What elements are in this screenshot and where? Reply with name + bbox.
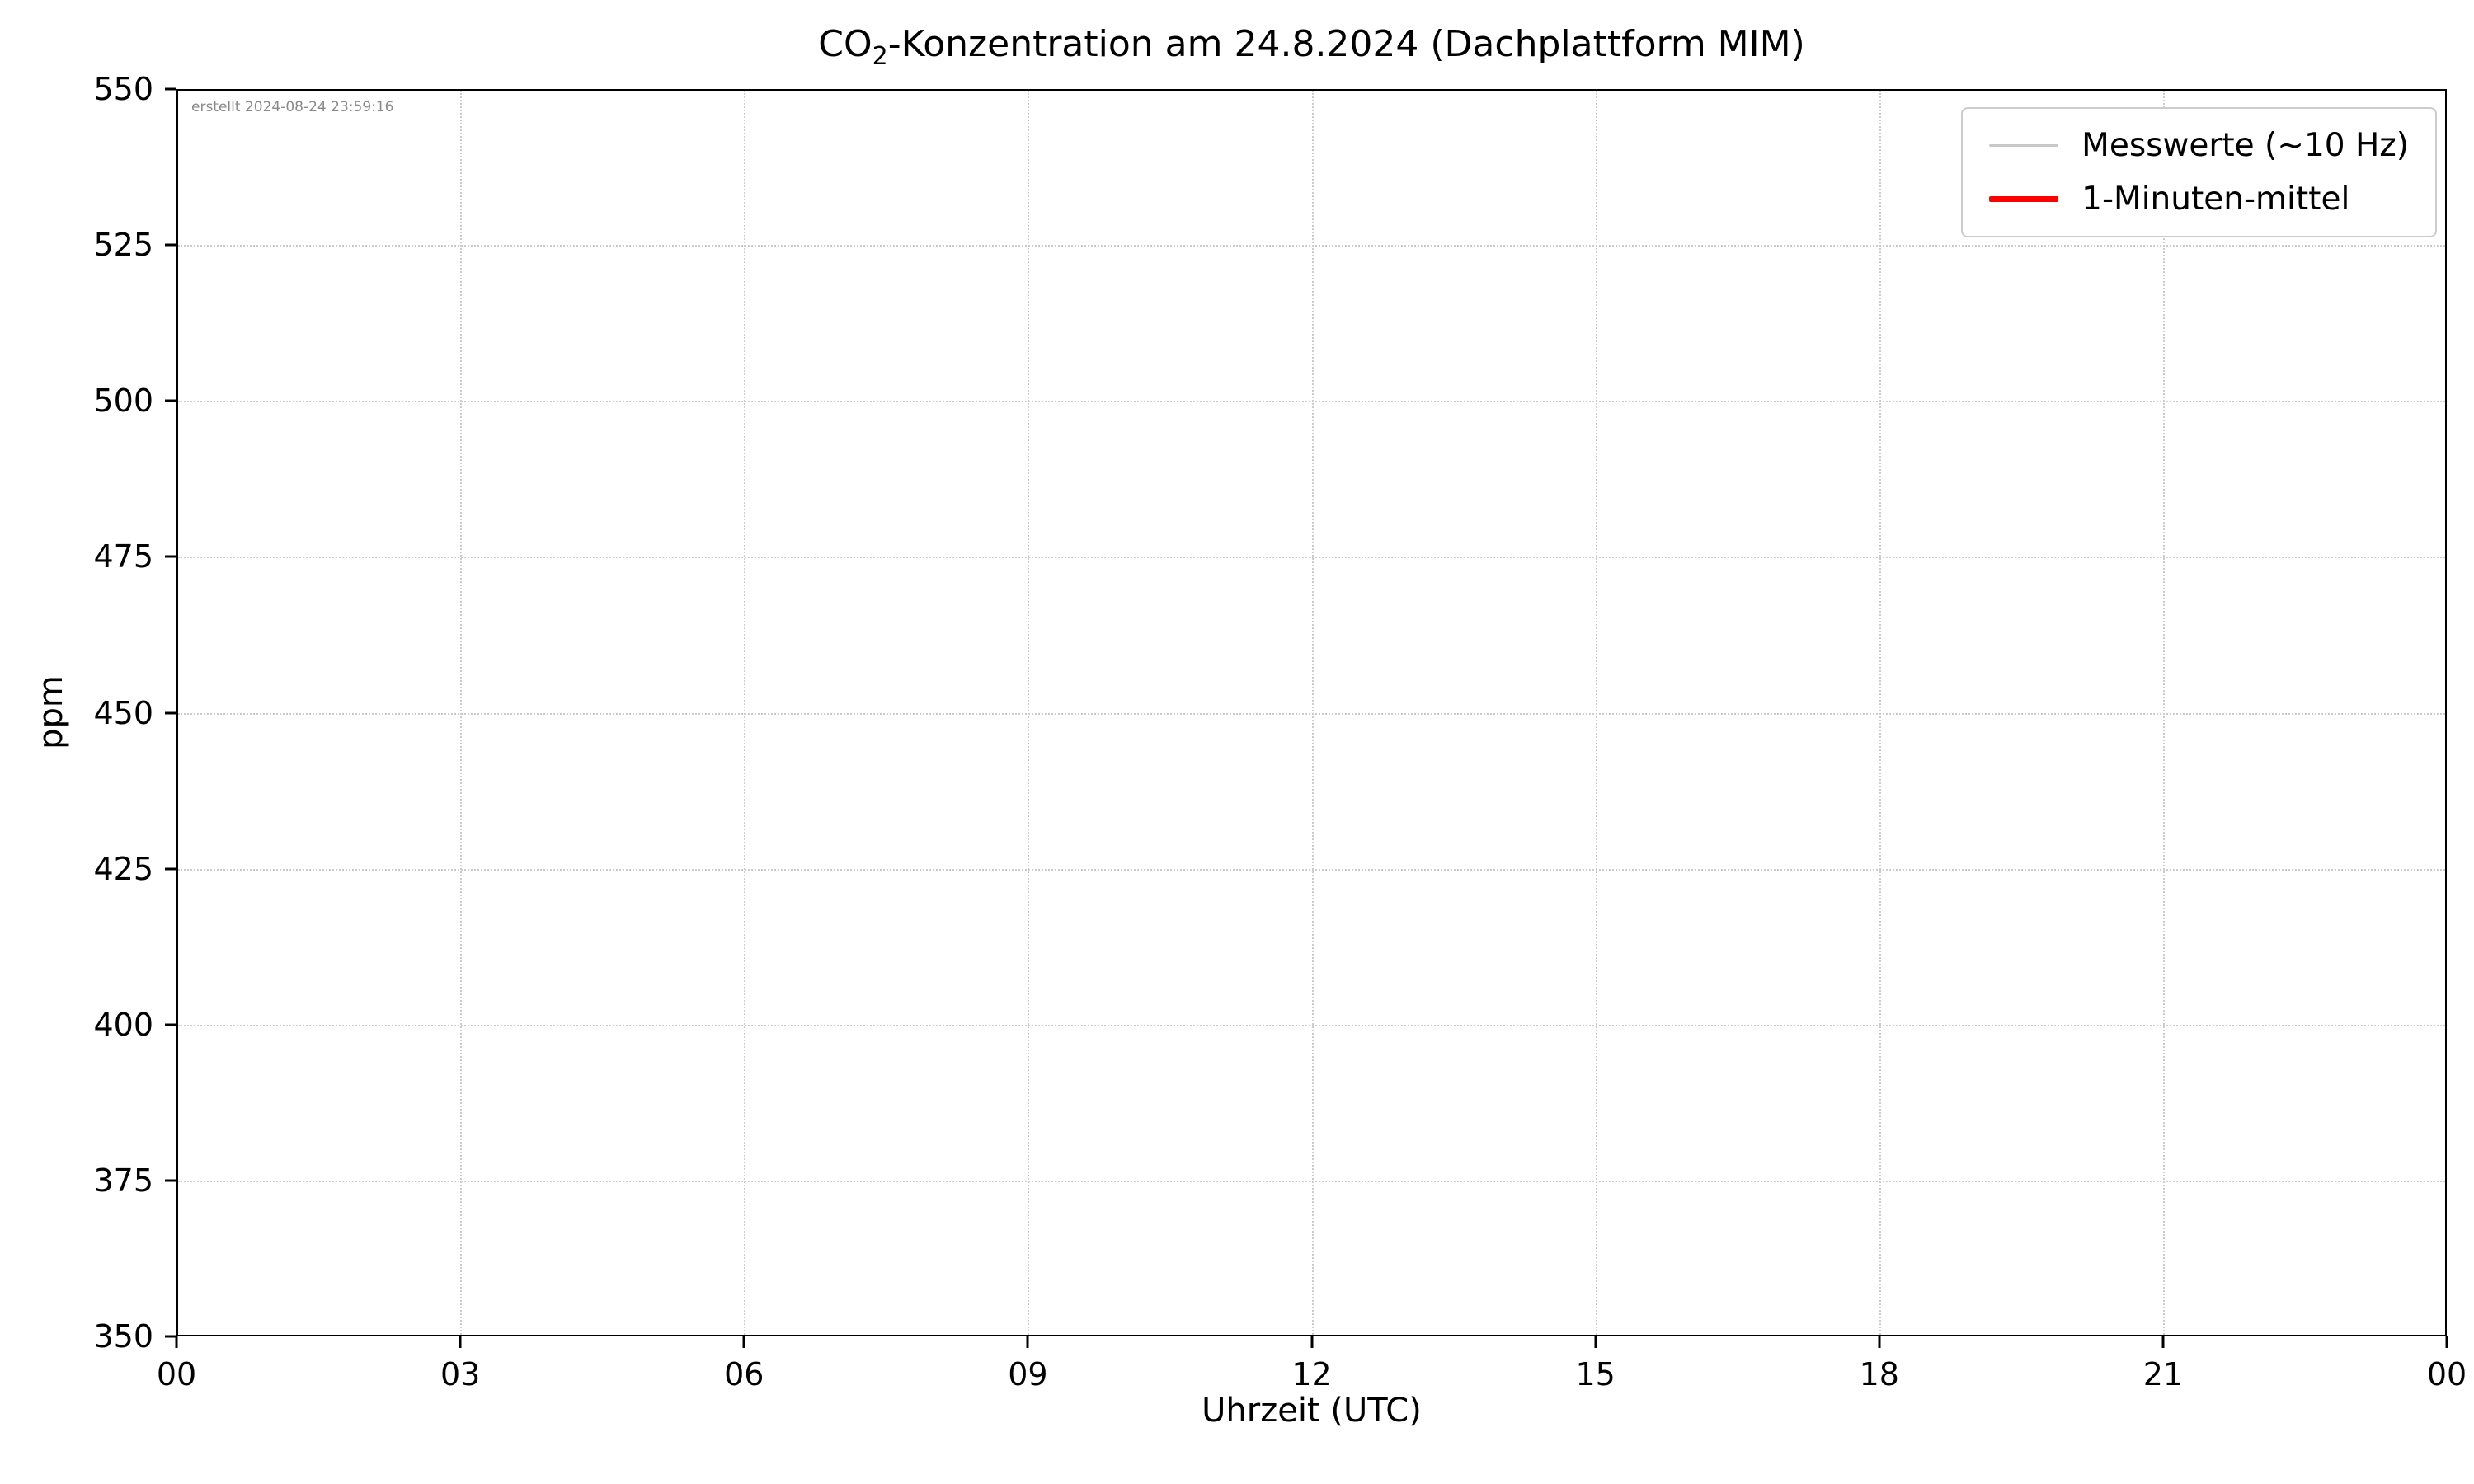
x-tick-mark bbox=[1594, 1336, 1597, 1348]
chart-title-subscript: 2 bbox=[872, 41, 888, 71]
legend-label: 1-Minuten-mittel bbox=[2081, 181, 2350, 218]
gridline-v bbox=[744, 91, 746, 1335]
gridline-v bbox=[1879, 91, 1881, 1335]
x-tick-label: 00 bbox=[2426, 1356, 2467, 1392]
created-timestamp: erstellt 2024-08-24 23:59:16 bbox=[191, 99, 394, 115]
legend-line-sample bbox=[1989, 144, 2059, 147]
y-tick-label: 550 bbox=[93, 71, 153, 107]
gridline-v bbox=[1311, 91, 1314, 1335]
x-tick-label: 09 bbox=[1008, 1356, 1048, 1392]
y-tick-label: 350 bbox=[93, 1318, 153, 1355]
y-tick-mark bbox=[165, 867, 176, 871]
legend-label: Messwerte (~10 Hz) bbox=[2081, 127, 2409, 164]
y-tick-mark bbox=[165, 555, 176, 558]
x-tick-label: 21 bbox=[2142, 1356, 2184, 1392]
gridline-v bbox=[460, 91, 463, 1335]
x-tick-mark bbox=[742, 1336, 745, 1348]
y-tick-mark bbox=[165, 1179, 176, 1182]
y-tick-mark bbox=[165, 399, 176, 402]
y-tick-mark bbox=[165, 243, 176, 247]
x-tick-mark bbox=[1026, 1336, 1029, 1348]
gridline-v bbox=[2162, 91, 2165, 1335]
gridline-v bbox=[1028, 91, 1030, 1335]
x-tick-mark bbox=[2161, 1336, 2165, 1348]
y-tick-mark bbox=[165, 1023, 176, 1026]
chart-title-co: CO bbox=[818, 23, 872, 65]
x-tick-mark bbox=[175, 1336, 178, 1348]
y-tick-mark bbox=[165, 711, 176, 714]
legend-line-sample bbox=[1989, 196, 2059, 202]
x-tick-label: 18 bbox=[1859, 1356, 1899, 1392]
legend-item: Messwerte (~10 Hz) bbox=[1989, 127, 2409, 164]
y-tick-label: 525 bbox=[93, 227, 153, 264]
y-tick-label: 425 bbox=[93, 850, 153, 887]
legend-item: 1-Minuten-mittel bbox=[1989, 181, 2409, 218]
y-tick-label: 500 bbox=[93, 383, 153, 420]
x-tick-label: 15 bbox=[1575, 1356, 1616, 1392]
chart-title-rest: -Konzentration am 24.8.2024 (Dachplattfo… bbox=[887, 23, 1805, 65]
plot-area: erstellt 2024-08-24 23:59:16 bbox=[176, 89, 2447, 1336]
y-tick-label: 475 bbox=[93, 538, 153, 575]
y-tick-label: 450 bbox=[93, 694, 153, 731]
y-axis-label: ppm bbox=[32, 675, 70, 749]
y-tick-label: 400 bbox=[93, 1006, 153, 1043]
x-tick-mark bbox=[2445, 1336, 2448, 1348]
gridline-v bbox=[1595, 91, 1597, 1335]
y-tick-mark bbox=[165, 1335, 176, 1338]
x-tick-mark bbox=[459, 1336, 462, 1348]
y-tick-mark bbox=[165, 87, 176, 91]
y-tick-label: 375 bbox=[93, 1162, 153, 1199]
x-tick-label: 06 bbox=[724, 1356, 764, 1392]
x-tick-label: 00 bbox=[156, 1356, 197, 1392]
legend: Messwerte (~10 Hz) 1-Minuten-mittel bbox=[1961, 107, 2437, 237]
x-tick-label: 03 bbox=[440, 1356, 481, 1392]
x-tick-mark bbox=[1878, 1336, 1881, 1348]
x-tick-label: 12 bbox=[1291, 1356, 1332, 1392]
x-axis-label: Uhrzeit (UTC) bbox=[1202, 1392, 1422, 1430]
chart-title: CO2-Konzentration am 24.8.2024 (Dachplat… bbox=[176, 23, 2447, 71]
x-tick-mark bbox=[1310, 1336, 1313, 1348]
